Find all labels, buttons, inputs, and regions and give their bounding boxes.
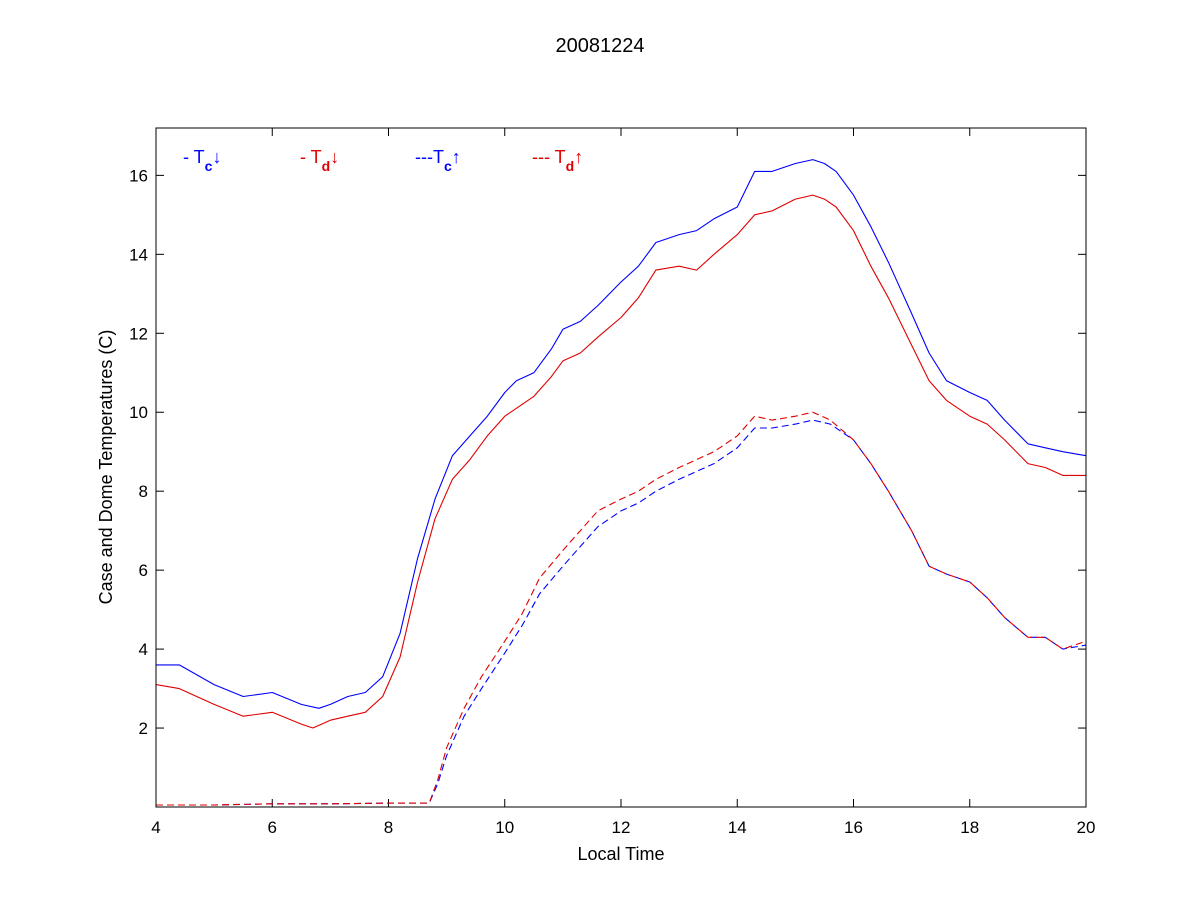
series-line-3 [156,411,1087,806]
series-line-1 [155,194,1086,729]
x-tick-label: 18 [960,818,979,837]
y-tick-label: 16 [129,166,148,185]
legend-entry-prefix: ---T [415,147,444,167]
x-tick-label: 14 [728,818,747,837]
x-axis-label: Local Time [577,844,664,864]
legend-entry-arrow: ↑ [452,147,461,167]
axes-box [155,127,1087,808]
y-tick-label: 4 [139,640,148,659]
legend-entry-arrow: ↑ [574,147,583,167]
series-line-0 [156,159,1087,709]
legend-entry: ---Tc↑ [415,147,461,174]
axis-ticks: 4 6 8 10 12 14 16 18 20 2 4 6 8 10 12 14 16 [129,128,1095,837]
series-layer [155,159,1087,806]
legend-entry-prefix: --- T [532,147,566,167]
series-line-2 [156,419,1087,806]
y-tick-label: 6 [139,561,148,580]
y-tick-label: 12 [129,324,148,343]
legend: - Tc↓ - Td↓ ---Tc↑ --- Td↑ [183,147,583,174]
legend-entry: - Tc↓ [183,147,221,174]
y-axis-label: Case and Dome Temperatures (C) [96,330,116,605]
legend-entry-subscript: c [205,158,213,174]
legend-entry-subscript: d [566,158,575,174]
y-tick-label: 10 [129,403,148,422]
legend-entry-arrow: ↓ [330,147,339,167]
x-tick-label: 4 [151,818,160,837]
legend-entry-prefix: - T [183,147,205,167]
x-tick-label: 12 [612,818,631,837]
legend-entry: - Td↓ [300,147,339,174]
y-tick-label: 8 [139,482,148,501]
legend-entry-arrow: ↓ [212,147,221,167]
legend-entry-subscript: d [322,158,331,174]
x-tick-label: 8 [384,818,393,837]
legend-entry-subscript: c [444,158,452,174]
x-tick-label: 20 [1077,818,1096,837]
x-tick-label: 6 [268,818,277,837]
y-tick-label: 14 [129,245,148,264]
x-tick-label: 10 [495,818,514,837]
x-tick-label: 16 [844,818,863,837]
y-tick-label: 2 [139,719,148,738]
legend-entry-prefix: - T [300,147,322,167]
chart-title: 20081224 [556,35,645,57]
legend-entry: --- Td↑ [532,147,583,174]
